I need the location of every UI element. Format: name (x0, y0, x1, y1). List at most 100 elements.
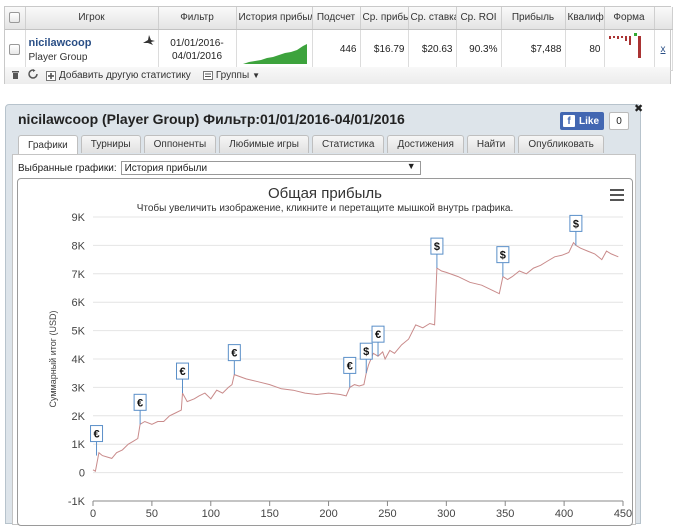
x-tick-label: 450 (614, 508, 632, 520)
flag-symbol: € (137, 397, 143, 409)
add-stats-icon (46, 70, 56, 81)
report-panel: nicilawcoop (Player Group) Фильтр:01/01/… (5, 104, 641, 526)
avg-profit-value: $16.79 (360, 29, 409, 71)
facebook-icon: f (563, 115, 575, 127)
col-profit[interactable]: Прибыль (501, 7, 566, 30)
select-all-header[interactable] (5, 7, 26, 30)
profit-value: $7,488 (501, 29, 566, 71)
flag-symbol: € (231, 348, 237, 360)
col-avg-profit[interactable]: Ср. прибыль (360, 7, 409, 30)
y-axis-label: Суммарный итог (USD) (48, 310, 58, 407)
col-profit-history[interactable]: История прибыли (236, 7, 313, 30)
form-bars (608, 32, 641, 58)
y-tick-label: -1K (68, 496, 86, 508)
chart-selector-dropdown[interactable]: История прибыли ▼ (120, 161, 421, 175)
y-tick-label: 8K (72, 240, 86, 252)
flag-marker (90, 425, 104, 443)
series-line (92, 241, 619, 472)
row-checkbox[interactable] (9, 43, 21, 55)
tab-find[interactable]: Найти (466, 135, 516, 153)
player-group: Player Group (28, 51, 88, 63)
fb-like-count: 0 (609, 112, 630, 130)
y-tick-label: 5K (72, 326, 86, 338)
groups-dropdown[interactable]: Группы ▼ (202, 70, 261, 81)
chart-subtitle: Чтобы увеличить изображение, кликните и … (136, 203, 514, 214)
fb-like-label: Like (579, 115, 600, 127)
col-filter[interactable]: Фильтр (158, 7, 237, 30)
flag-marker (359, 342, 373, 360)
tab-favorite-games[interactable]: Любимые игры (219, 135, 309, 153)
chevron-down-icon: ▼ (252, 71, 261, 80)
facebook-like[interactable]: f Like 0 (560, 111, 630, 131)
select-all-checkbox[interactable] (9, 12, 21, 24)
tab-content: Выбранные графики: История прибыли ▼ Общ… (12, 154, 636, 526)
panel-title: nicilawcoop (Player Group) Фильтр:01/01/… (18, 111, 405, 127)
tab-statistics[interactable]: Статистика (311, 135, 385, 153)
tab-tournaments[interactable]: Турниры (80, 135, 141, 153)
close-icon[interactable]: ✖ (634, 103, 644, 115)
add-stats-label: Добавить другую статистику (59, 70, 191, 81)
col-player[interactable]: Игрок (25, 7, 159, 30)
tab-bar: Графики Турниры Оппоненты Любимые игры С… (18, 135, 607, 154)
y-tick-label: 4K (72, 354, 86, 366)
flag-marker (569, 214, 583, 232)
chart-selector-label: Выбранные графики: (18, 162, 117, 174)
shark-icon (142, 34, 156, 49)
flag-symbol: $ (434, 241, 440, 253)
x-tick-label: 200 (319, 508, 337, 520)
y-tick-label: 1K (72, 439, 86, 451)
player-name-link[interactable]: nicilawcoop (28, 36, 92, 49)
avg-roi-value: 90.3% (456, 29, 502, 71)
flag-marker (430, 237, 444, 255)
chevron-down-icon: ▼ (406, 161, 416, 171)
profit-chart[interactable]: Общая прибыль Чтобы увеличить изображени… (17, 178, 633, 526)
y-tick-label: 6K (72, 297, 86, 309)
flag-symbol: € (93, 429, 99, 441)
stats-toolbar: Добавить другую статистику Группы ▼ (5, 67, 670, 84)
x-tick-label: 350 (496, 508, 514, 520)
col-form[interactable]: Форма (604, 7, 655, 30)
tab-opponents[interactable]: Оппоненты (143, 135, 217, 153)
avg-stake-value: $20.63 (408, 29, 457, 71)
profit-history-sparkline (242, 43, 307, 64)
col-qualif[interactable]: Квалиф (565, 7, 605, 30)
refresh-icon[interactable] (28, 69, 38, 82)
x-tick-label: 400 (555, 508, 573, 520)
flag-symbol: € (347, 360, 353, 372)
flag-marker (343, 356, 357, 374)
tab-publish[interactable]: Опубликовать (518, 135, 604, 153)
flag-marker (227, 344, 241, 362)
col-avg-roi[interactable]: Ср. ROI (456, 7, 502, 30)
flag-symbol: $ (573, 218, 579, 230)
x-tick-label: 300 (437, 508, 455, 520)
filter-range-start: 01/01/2016- (170, 37, 224, 49)
trash-icon[interactable] (11, 69, 20, 82)
x-tick-label: 100 (202, 508, 220, 520)
fb-like-button[interactable]: f Like (560, 112, 605, 130)
remove-row-button[interactable]: x (660, 44, 666, 55)
flag-symbol: € (375, 329, 381, 341)
chart-selector-row: Выбранные графики: История прибыли ▼ (18, 161, 421, 175)
table-row: nicilawcoop Player Group 01/01/2016- 04/… (5, 29, 673, 71)
flag-symbol: € (179, 366, 185, 378)
chart-title: Общая прибыль (267, 185, 383, 202)
x-tick-label: 50 (146, 508, 158, 520)
tab-achievements[interactable]: Достижения (387, 135, 464, 153)
x-tick-label: 250 (378, 508, 396, 520)
groups-icon (202, 71, 213, 80)
count-value: 446 (312, 29, 361, 71)
x-tick-label: 0 (90, 508, 96, 520)
col-count[interactable]: Подсчет (312, 7, 361, 30)
col-remove (654, 7, 673, 30)
filter-range-end: 04/01/2016 (171, 50, 223, 62)
y-tick-label: 2K (72, 411, 86, 423)
flag-marker (133, 393, 147, 411)
y-tick-label: 9K (72, 212, 86, 224)
add-stats-button[interactable]: Добавить другую статистику (46, 70, 191, 81)
y-tick-label: 0 (79, 468, 85, 480)
flag-marker (496, 246, 510, 264)
col-avg-stake[interactable]: Ср. ставка (408, 7, 457, 30)
chart-menu-icon[interactable] (610, 189, 624, 204)
tab-charts[interactable]: Графики (18, 135, 78, 154)
stats-table: Игрок Фильтр История прибыли Подсчет Ср.… (4, 6, 673, 84)
